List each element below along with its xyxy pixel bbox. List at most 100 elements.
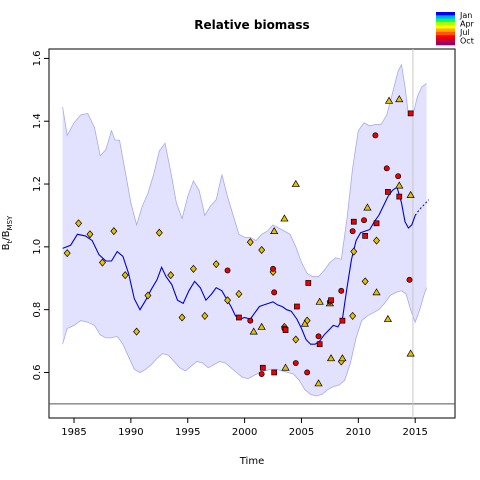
circle-point: [292, 360, 299, 366]
circle-point: [361, 217, 367, 224]
triangle-point: [395, 95, 404, 103]
diamond-point: [144, 291, 152, 300]
confidence-upper-edge: [62, 63, 427, 278]
square-point: [236, 314, 242, 321]
y-label-mid: /B: [1, 230, 12, 240]
triangle-point: [363, 203, 372, 211]
diamond-point: [86, 230, 94, 239]
triangle-point: [291, 179, 300, 187]
square-point: [305, 280, 312, 286]
estimate-line: [62, 186, 416, 345]
square-point: [407, 110, 414, 117]
circle-point: [383, 165, 390, 172]
diamond-point: [224, 296, 232, 305]
triangle-point: [406, 190, 415, 198]
square-point: [339, 317, 346, 324]
triangle-point: [257, 322, 266, 330]
circle-point: [304, 369, 311, 376]
diamond-point: [63, 249, 71, 258]
x-axis: 1985 1990 1995 2000 2005 2010 2015: [61, 418, 428, 438]
triangle-point: [300, 319, 309, 327]
triangle-point: [270, 226, 279, 234]
diamond-point: [110, 227, 118, 236]
square-point: [328, 297, 334, 304]
triangle-point: [280, 214, 289, 222]
legend-color-band: [436, 18, 455, 23]
triangle-point: [326, 354, 336, 362]
plot-frame: [48, 48, 456, 419]
diamond-point: [98, 258, 106, 267]
legend-color-band: [436, 38, 455, 42]
circle-point: [372, 132, 379, 139]
triangle-point: [315, 297, 324, 305]
x-tick-label: 1985: [61, 427, 86, 438]
triangle-point: [281, 363, 290, 371]
diamond-point: [292, 335, 300, 344]
square-point: [294, 303, 300, 310]
x-tick-label: 2005: [289, 427, 314, 438]
y-axis-label: Bt/BMSY: [1, 215, 14, 250]
diamond-point: [189, 264, 197, 273]
legend-color-band: [436, 25, 455, 29]
circle-point: [315, 333, 322, 340]
y-axis: 0.6 0.8 1.0 1.2 1.4 1.6: [32, 50, 49, 380]
plot-area: [48, 48, 456, 419]
observation-points: [63, 95, 415, 387]
diamond-point: [361, 277, 369, 286]
y-label-sub1: t: [6, 240, 14, 243]
diamond-point: [258, 245, 266, 255]
triangle-point: [372, 288, 381, 296]
legend-label: Jul: [459, 28, 470, 37]
diamond-point: [133, 327, 141, 336]
y-tick-label: 1.0: [32, 239, 43, 255]
square-point: [385, 189, 391, 195]
x-tick-label: 1990: [118, 427, 143, 438]
triangle-point: [314, 379, 323, 387]
diamond-point: [235, 289, 243, 298]
legend-color-band: [436, 12, 455, 16]
triangle-point: [384, 96, 394, 104]
triangle-point: [383, 314, 393, 322]
legend-color-band: [436, 35, 455, 39]
diamond-point: [178, 313, 186, 322]
triangle-point: [395, 181, 404, 189]
circle-point: [271, 289, 278, 296]
triangle-point: [338, 354, 347, 362]
legend-label: Apr: [460, 20, 475, 29]
diamond-point: [349, 311, 357, 320]
circle-point: [338, 287, 345, 294]
diamond-point: [121, 271, 129, 280]
diamond-point: [212, 260, 220, 269]
legend-color-band: [436, 41, 455, 46]
diamond-point: [350, 247, 358, 256]
legend-label: Oct: [460, 37, 474, 46]
x-tick-label: 2015: [402, 427, 427, 438]
diamond-point: [75, 219, 83, 228]
square-point: [271, 369, 278, 376]
y-label-sub2: MSY: [6, 215, 14, 230]
square-point: [282, 327, 289, 333]
diamond-point: [201, 311, 209, 320]
confidence-lower-edge: [62, 287, 427, 397]
square-point: [362, 233, 369, 239]
legend-label: Jan: [459, 11, 472, 20]
confidence-band: [62, 64, 427, 396]
square-point: [373, 220, 380, 227]
circle-point: [247, 317, 254, 324]
square-point: [396, 193, 403, 200]
y-tick-label: 1.6: [32, 50, 43, 66]
legend-color-band: [436, 28, 455, 33]
diamond-point: [373, 236, 380, 245]
diamond-point: [167, 271, 175, 280]
x-tick-label: 1995: [175, 427, 200, 438]
x-tick-label: 2000: [232, 427, 257, 438]
square-point: [259, 364, 266, 371]
y-tick-label: 0.6: [32, 365, 43, 381]
y-tick-label: 1.4: [32, 113, 43, 129]
x-axis-label: Time: [239, 456, 264, 467]
square-point: [316, 341, 323, 348]
square-point: [350, 218, 357, 225]
circle-point: [224, 267, 231, 274]
